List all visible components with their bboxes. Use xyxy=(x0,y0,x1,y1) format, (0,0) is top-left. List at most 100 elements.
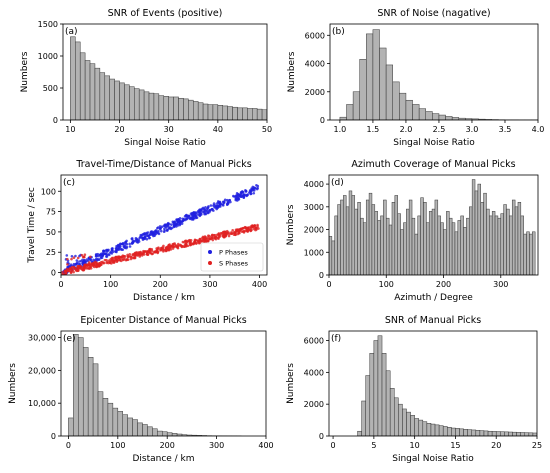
scatter-point xyxy=(239,228,242,232)
scatter-point xyxy=(134,237,138,240)
histogram-bar xyxy=(380,215,384,275)
histogram-bar xyxy=(443,229,447,275)
scatter-point xyxy=(204,212,208,216)
plot-frame xyxy=(329,23,539,121)
scatter-point xyxy=(159,249,163,252)
histogram-bar xyxy=(138,89,145,120)
histogram-bar xyxy=(526,231,530,275)
scatter-point xyxy=(192,214,196,217)
scatter-point xyxy=(189,243,192,247)
scatter-point xyxy=(95,262,98,266)
scatter-point xyxy=(66,257,69,261)
legend-marker xyxy=(208,261,212,265)
scatter-point xyxy=(128,242,131,246)
scatter-point xyxy=(138,236,142,240)
histogram-bar xyxy=(152,428,158,436)
histogram-bar xyxy=(104,75,110,120)
histogram-bar xyxy=(457,220,461,275)
histogram-bar xyxy=(426,423,432,436)
histogram-bar xyxy=(94,67,101,120)
x-tick-label: 20 xyxy=(114,125,124,134)
histogram-bar xyxy=(173,96,179,120)
histogram-bar xyxy=(107,402,114,436)
y-tick-label: 100 xyxy=(41,187,56,196)
x-tick-label: 400 xyxy=(258,441,273,450)
y-tick-label: 0 xyxy=(51,269,56,278)
scatter-point xyxy=(176,218,180,222)
scatter-point xyxy=(171,244,174,248)
x-tick-label: 400 xyxy=(252,280,267,289)
scatter-point xyxy=(114,249,118,253)
histogram-bar xyxy=(431,208,436,275)
histogram-bar xyxy=(337,204,341,275)
chart-title: SNR of Events (positive) xyxy=(108,8,223,19)
scatter-point xyxy=(83,264,86,268)
histogram-bar xyxy=(357,430,362,436)
histogram-bar xyxy=(511,199,516,275)
histogram-bar xyxy=(474,190,479,275)
histogram-bar xyxy=(412,104,420,120)
y-tick-label: 1500 xyxy=(38,20,58,29)
histogram-bar xyxy=(73,334,79,436)
histogram-bar xyxy=(162,431,168,436)
panel-f: SNR of Manual Picks 0 5 10 15 20 25 0 2000 4000 60… xyxy=(286,315,542,464)
y-tick-label: 0 xyxy=(319,432,324,441)
histogram-bar xyxy=(520,215,524,275)
histogram-bar xyxy=(70,36,76,120)
scatter-point xyxy=(166,228,169,232)
scatter-point xyxy=(77,265,80,268)
scatter-point xyxy=(255,228,258,231)
histogram-bar xyxy=(92,363,99,436)
y-tick-label: 0 xyxy=(320,116,325,125)
histogram-bar xyxy=(360,217,364,275)
scatter-point xyxy=(256,223,259,227)
scatter-point xyxy=(77,262,81,266)
scatter-point xyxy=(147,234,150,238)
scatter-point xyxy=(252,227,256,231)
scatter-point xyxy=(139,250,142,254)
histogram-bar xyxy=(397,213,401,275)
scatter-point xyxy=(252,189,256,192)
scatter-point xyxy=(196,239,200,242)
scatter-point xyxy=(218,234,222,237)
scatter-point xyxy=(126,258,130,262)
histogram-bar xyxy=(532,432,537,436)
histogram-bar xyxy=(451,427,456,436)
scatter-point xyxy=(219,202,222,206)
histogram-bar xyxy=(365,199,370,275)
scatter-point xyxy=(217,232,221,235)
histogram-bar xyxy=(386,217,390,275)
scatter-point xyxy=(247,227,250,231)
scatter-point xyxy=(202,238,205,242)
scatter-point xyxy=(243,193,247,197)
scatter-point xyxy=(253,187,257,190)
scatter-point xyxy=(63,269,67,273)
x-tick-label: 50 xyxy=(262,125,272,134)
scatter-point xyxy=(85,258,89,261)
histogram-bar xyxy=(418,419,424,436)
chart-title: Epicenter Distance of Manual Picks xyxy=(80,315,246,326)
scatter-point xyxy=(174,243,177,247)
scatter-point xyxy=(160,225,164,228)
histogram-bar xyxy=(459,428,464,436)
histogram-bar xyxy=(97,391,104,436)
scatter-point xyxy=(191,242,195,246)
scatter-point xyxy=(227,231,230,234)
scatter-point xyxy=(105,255,109,258)
scatter-point xyxy=(137,240,141,243)
histogram-bar xyxy=(428,211,433,275)
histogram-bar xyxy=(434,199,439,275)
histogram-bar xyxy=(78,337,84,436)
scatter-point xyxy=(156,226,159,230)
histogram-bar xyxy=(475,430,481,436)
x-tick-label: 100 xyxy=(103,280,118,289)
histogram-bar xyxy=(354,208,358,275)
histogram-bar xyxy=(256,108,263,120)
histogram-bar xyxy=(247,108,253,120)
histogram-bar xyxy=(372,29,380,120)
scatter-point xyxy=(147,250,150,254)
scatter-point xyxy=(83,253,87,257)
scatter-point xyxy=(234,198,238,202)
histogram-bar xyxy=(163,96,169,120)
